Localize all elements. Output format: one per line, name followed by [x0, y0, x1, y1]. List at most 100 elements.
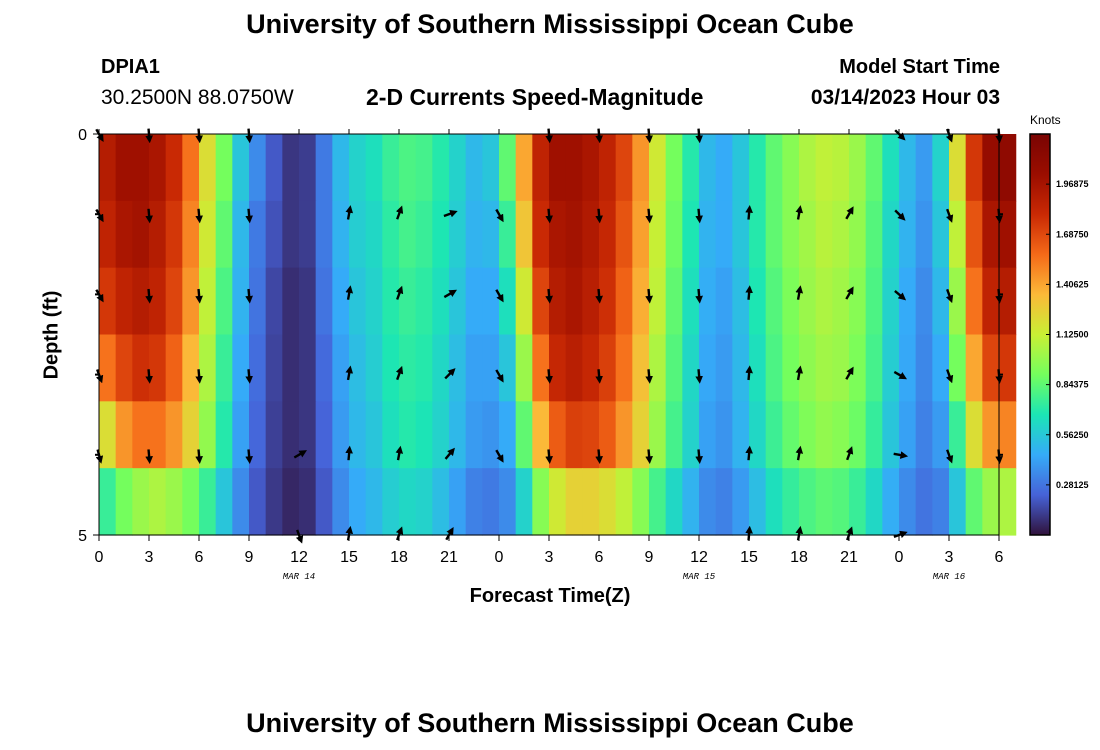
- current-vector-arrow: [845, 446, 854, 461]
- heatmap-cell: [482, 468, 500, 536]
- heatmap-cell: [149, 401, 167, 469]
- heatmap-cell: [515, 334, 533, 402]
- heatmap-cell: [699, 401, 717, 469]
- heatmap-cell: [115, 200, 133, 269]
- heatmap-cell: [115, 401, 133, 469]
- heatmap-cell: [815, 401, 833, 469]
- heatmap-cell: [732, 200, 750, 269]
- heatmap-cells: [99, 134, 1017, 536]
- heatmap-cell: [515, 401, 533, 469]
- heatmap-cell: [649, 200, 667, 269]
- x-axis-tick-label: 0: [895, 549, 904, 566]
- heatmap-cell: [565, 468, 583, 536]
- heatmap-cell: [265, 267, 283, 336]
- current-vector-arrow: [945, 369, 954, 384]
- heatmap-cell: [149, 200, 167, 269]
- heatmap-cell: [982, 134, 1000, 202]
- heatmap-cell: [432, 200, 450, 269]
- heatmap-cell: [382, 334, 400, 402]
- heatmap-cell: [599, 401, 617, 469]
- x-axis-tick-label: 15: [340, 549, 358, 566]
- current-vector-arrow: [443, 210, 458, 218]
- heatmap-cell: [915, 334, 933, 402]
- heatmap-cell: [382, 468, 400, 536]
- heatmap-cell: [915, 134, 933, 202]
- heatmap-cell: [849, 200, 867, 269]
- x-axis-tick-label: 3: [545, 549, 554, 566]
- heatmap-cell: [615, 401, 633, 469]
- heatmap-cell: [815, 468, 833, 536]
- heatmap-cell: [699, 200, 717, 269]
- heatmap-cell: [849, 134, 867, 202]
- x-axis-tick-label: 9: [245, 549, 254, 566]
- heatmap-cell: [365, 468, 383, 536]
- heatmap-cell: [132, 267, 150, 336]
- heatmap-cell: [99, 267, 117, 336]
- heatmap-cell: [849, 334, 867, 402]
- heatmap-cell: [682, 134, 700, 202]
- current-vector-arrow: [845, 286, 854, 300]
- heatmap-cell: [699, 134, 717, 202]
- heatmap-cell: [599, 334, 617, 402]
- heatmap-cell: [165, 134, 183, 202]
- heatmap-cell: [732, 468, 750, 536]
- current-vector-arrow: [195, 208, 203, 224]
- heatmap-cell: [182, 468, 200, 536]
- current-vector-arrow: [845, 206, 854, 220]
- y-axis-tick-label: 5: [78, 528, 87, 545]
- heatmap-cell: [565, 200, 583, 269]
- current-vector-arrow: [645, 288, 653, 304]
- heatmap-cell: [132, 134, 150, 202]
- heatmap-cell: [265, 334, 283, 402]
- heatmap-cell: [149, 134, 167, 202]
- heatmap-cell: [765, 134, 783, 202]
- heatmap-cell: [999, 267, 1017, 336]
- heatmap-cell: [799, 267, 817, 336]
- heatmap-cell: [665, 267, 683, 336]
- heatmap-cell: [732, 134, 750, 202]
- current-vector-arrow: [444, 447, 455, 460]
- heatmap-cell: [865, 468, 883, 536]
- heatmap-cell: [865, 267, 883, 336]
- heatmap-cell: [532, 468, 550, 536]
- heatmap-cell: [315, 134, 333, 202]
- current-vector-arrow: [894, 290, 907, 301]
- heatmap-cell: [299, 134, 317, 202]
- colorbar-tick-label: 0.84375: [1056, 380, 1089, 390]
- heatmap-cell: [965, 200, 983, 269]
- heatmap-cell: [599, 267, 617, 336]
- current-vector-arrow: [145, 208, 153, 224]
- heatmap-cell: [949, 468, 967, 536]
- heatmap-cell: [282, 200, 300, 269]
- heatmap-cell: [299, 468, 317, 536]
- page-title: University of Southern Mississippi Ocean…: [246, 9, 854, 39]
- current-vector-arrow: [145, 288, 153, 304]
- heatmap-cell: [365, 334, 383, 402]
- heatmap-cell: [682, 334, 700, 402]
- heatmap-cell: [232, 200, 250, 269]
- heatmap-cell: [99, 134, 117, 202]
- current-vector-arrow: [245, 288, 253, 304]
- x-axis-tick-label: 0: [495, 549, 504, 566]
- heatmap-cell: [499, 334, 517, 402]
- heatmap-cell: [832, 334, 850, 402]
- heatmap-cell: [732, 267, 750, 336]
- heatmap-cell: [482, 401, 500, 469]
- current-vector-arrow: [595, 208, 603, 224]
- heatmap-cell: [415, 134, 433, 202]
- current-vector-arrow: [395, 205, 404, 220]
- heatmap-cell: [482, 267, 500, 336]
- current-vector-arrow: [395, 445, 404, 461]
- heatmap-cell: [682, 468, 700, 536]
- station-coordinates: 30.2500N 88.0750W: [101, 86, 294, 109]
- heatmap-cell: [315, 401, 333, 469]
- heatmap-cell: [165, 200, 183, 269]
- heatmap-cell: [315, 267, 333, 336]
- heatmap-cell: [882, 401, 900, 469]
- current-vector-arrow: [893, 451, 909, 459]
- x-axis-tick-label: 6: [995, 549, 1004, 566]
- current-vector-arrow: [495, 208, 504, 223]
- current-vector-arrow: [645, 369, 653, 384]
- heatmap-cell: [449, 334, 467, 402]
- heatmap-cell: [932, 200, 950, 269]
